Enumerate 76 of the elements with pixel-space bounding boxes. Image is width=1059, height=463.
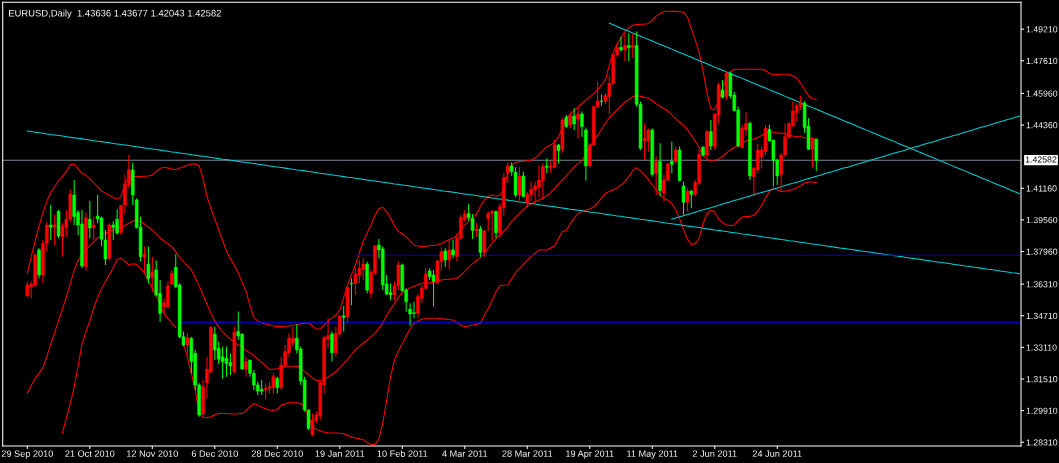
candlestick	[224, 346, 229, 378]
candlestick	[709, 119, 713, 151]
candlestick	[213, 326, 217, 361]
line-series	[26, 130, 1020, 275]
x-tick-label: 28 Dec 2010	[251, 450, 303, 457]
candlestick	[111, 220, 115, 241]
candlestick	[142, 246, 147, 274]
ref-line-label: 1.42582	[1025, 156, 1057, 163]
candlestick	[150, 256, 155, 293]
y-tick-label: 1.36310	[1026, 281, 1058, 288]
candlestick	[623, 31, 627, 63]
candlestick	[576, 107, 580, 139]
candlestick	[49, 204, 53, 241]
candlestick	[443, 247, 447, 268]
y-tick-label: 1.37960	[1026, 248, 1058, 255]
y-tick-label: 1.41160	[1026, 185, 1057, 192]
candlestick	[689, 189, 694, 209]
candlestick	[490, 209, 494, 242]
y-tick-label: 1.47610	[1026, 57, 1058, 65]
candlestick	[670, 141, 674, 174]
candlestick	[494, 210, 498, 239]
candlestick	[349, 277, 354, 306]
candlestick	[451, 239, 455, 259]
x-tick-label: 4 Mar 2011	[442, 450, 488, 457]
x-tick-label: 29 Sep 2010	[1, 450, 53, 459]
candlestick	[755, 143, 760, 174]
candlestick	[681, 181, 686, 216]
candlestick	[814, 138, 819, 172]
x-tick-label: 6 Dec 2010	[191, 450, 238, 457]
candlestick	[330, 331, 334, 363]
candlestick	[642, 122, 647, 161]
x-tick-label: 11 May 2011	[627, 450, 678, 459]
candlestick	[627, 32, 631, 63]
candlestick	[220, 346, 225, 379]
candlestick	[513, 166, 518, 198]
candlestick	[810, 136, 815, 169]
candlestick	[631, 32, 635, 59]
x-tick-label: 19 Jan 2011	[315, 450, 365, 457]
y-tick-label: 1.29910	[1026, 407, 1058, 414]
x-tick-label: 10 Feb 2011	[377, 450, 428, 457]
candlestick	[447, 239, 451, 270]
candlestick	[572, 107, 576, 131]
candlestick	[556, 143, 561, 164]
text: EURUSD,Daily 1.43636 1.43677 1.42043 1.42582	[9, 9, 221, 19]
candlestick	[537, 165, 541, 199]
y-tick-label: 1.34710	[1026, 312, 1058, 320]
candlestick	[552, 139, 557, 169]
candlestick	[91, 216, 96, 241]
candlestick	[412, 301, 416, 319]
y-tick-label: 1.39560	[1026, 216, 1058, 224]
candlestick	[146, 246, 151, 284]
candlestick	[541, 162, 545, 201]
candlestick	[685, 187, 690, 213]
candlestick	[244, 356, 248, 378]
y-tick-label: 1.28310	[1026, 439, 1058, 446]
y-tick-label: 1.33110	[1026, 344, 1057, 351]
candlestick	[482, 229, 487, 258]
candlestick	[88, 200, 92, 239]
x-tick-label: 28 Mar 2011	[502, 450, 553, 457]
candlestick	[341, 305, 346, 333]
y-tick-label: 1.31510	[1026, 376, 1058, 383]
x-tick-label: 12 Nov 2010	[127, 450, 178, 457]
candlestick	[517, 166, 522, 202]
y-tick-label: 1.49210	[1026, 26, 1058, 33]
candlestick	[478, 225, 483, 258]
y-tick-label: 1.45960	[1026, 90, 1058, 97]
candlestick	[521, 171, 526, 198]
candlestick	[619, 36, 623, 53]
candlestick	[361, 257, 365, 281]
x-tick-label: 2 Jun 2011	[692, 450, 737, 457]
candlestick	[705, 129, 709, 158]
y-tick-label: 1.44360	[1026, 122, 1058, 129]
x-tick-label: 24 Jun 2011	[752, 450, 802, 457]
x-tick-label: 19 Apr 2011	[566, 450, 614, 459]
x-tick-label: 21 Oct 2010	[65, 450, 115, 457]
candlestick	[52, 214, 57, 246]
